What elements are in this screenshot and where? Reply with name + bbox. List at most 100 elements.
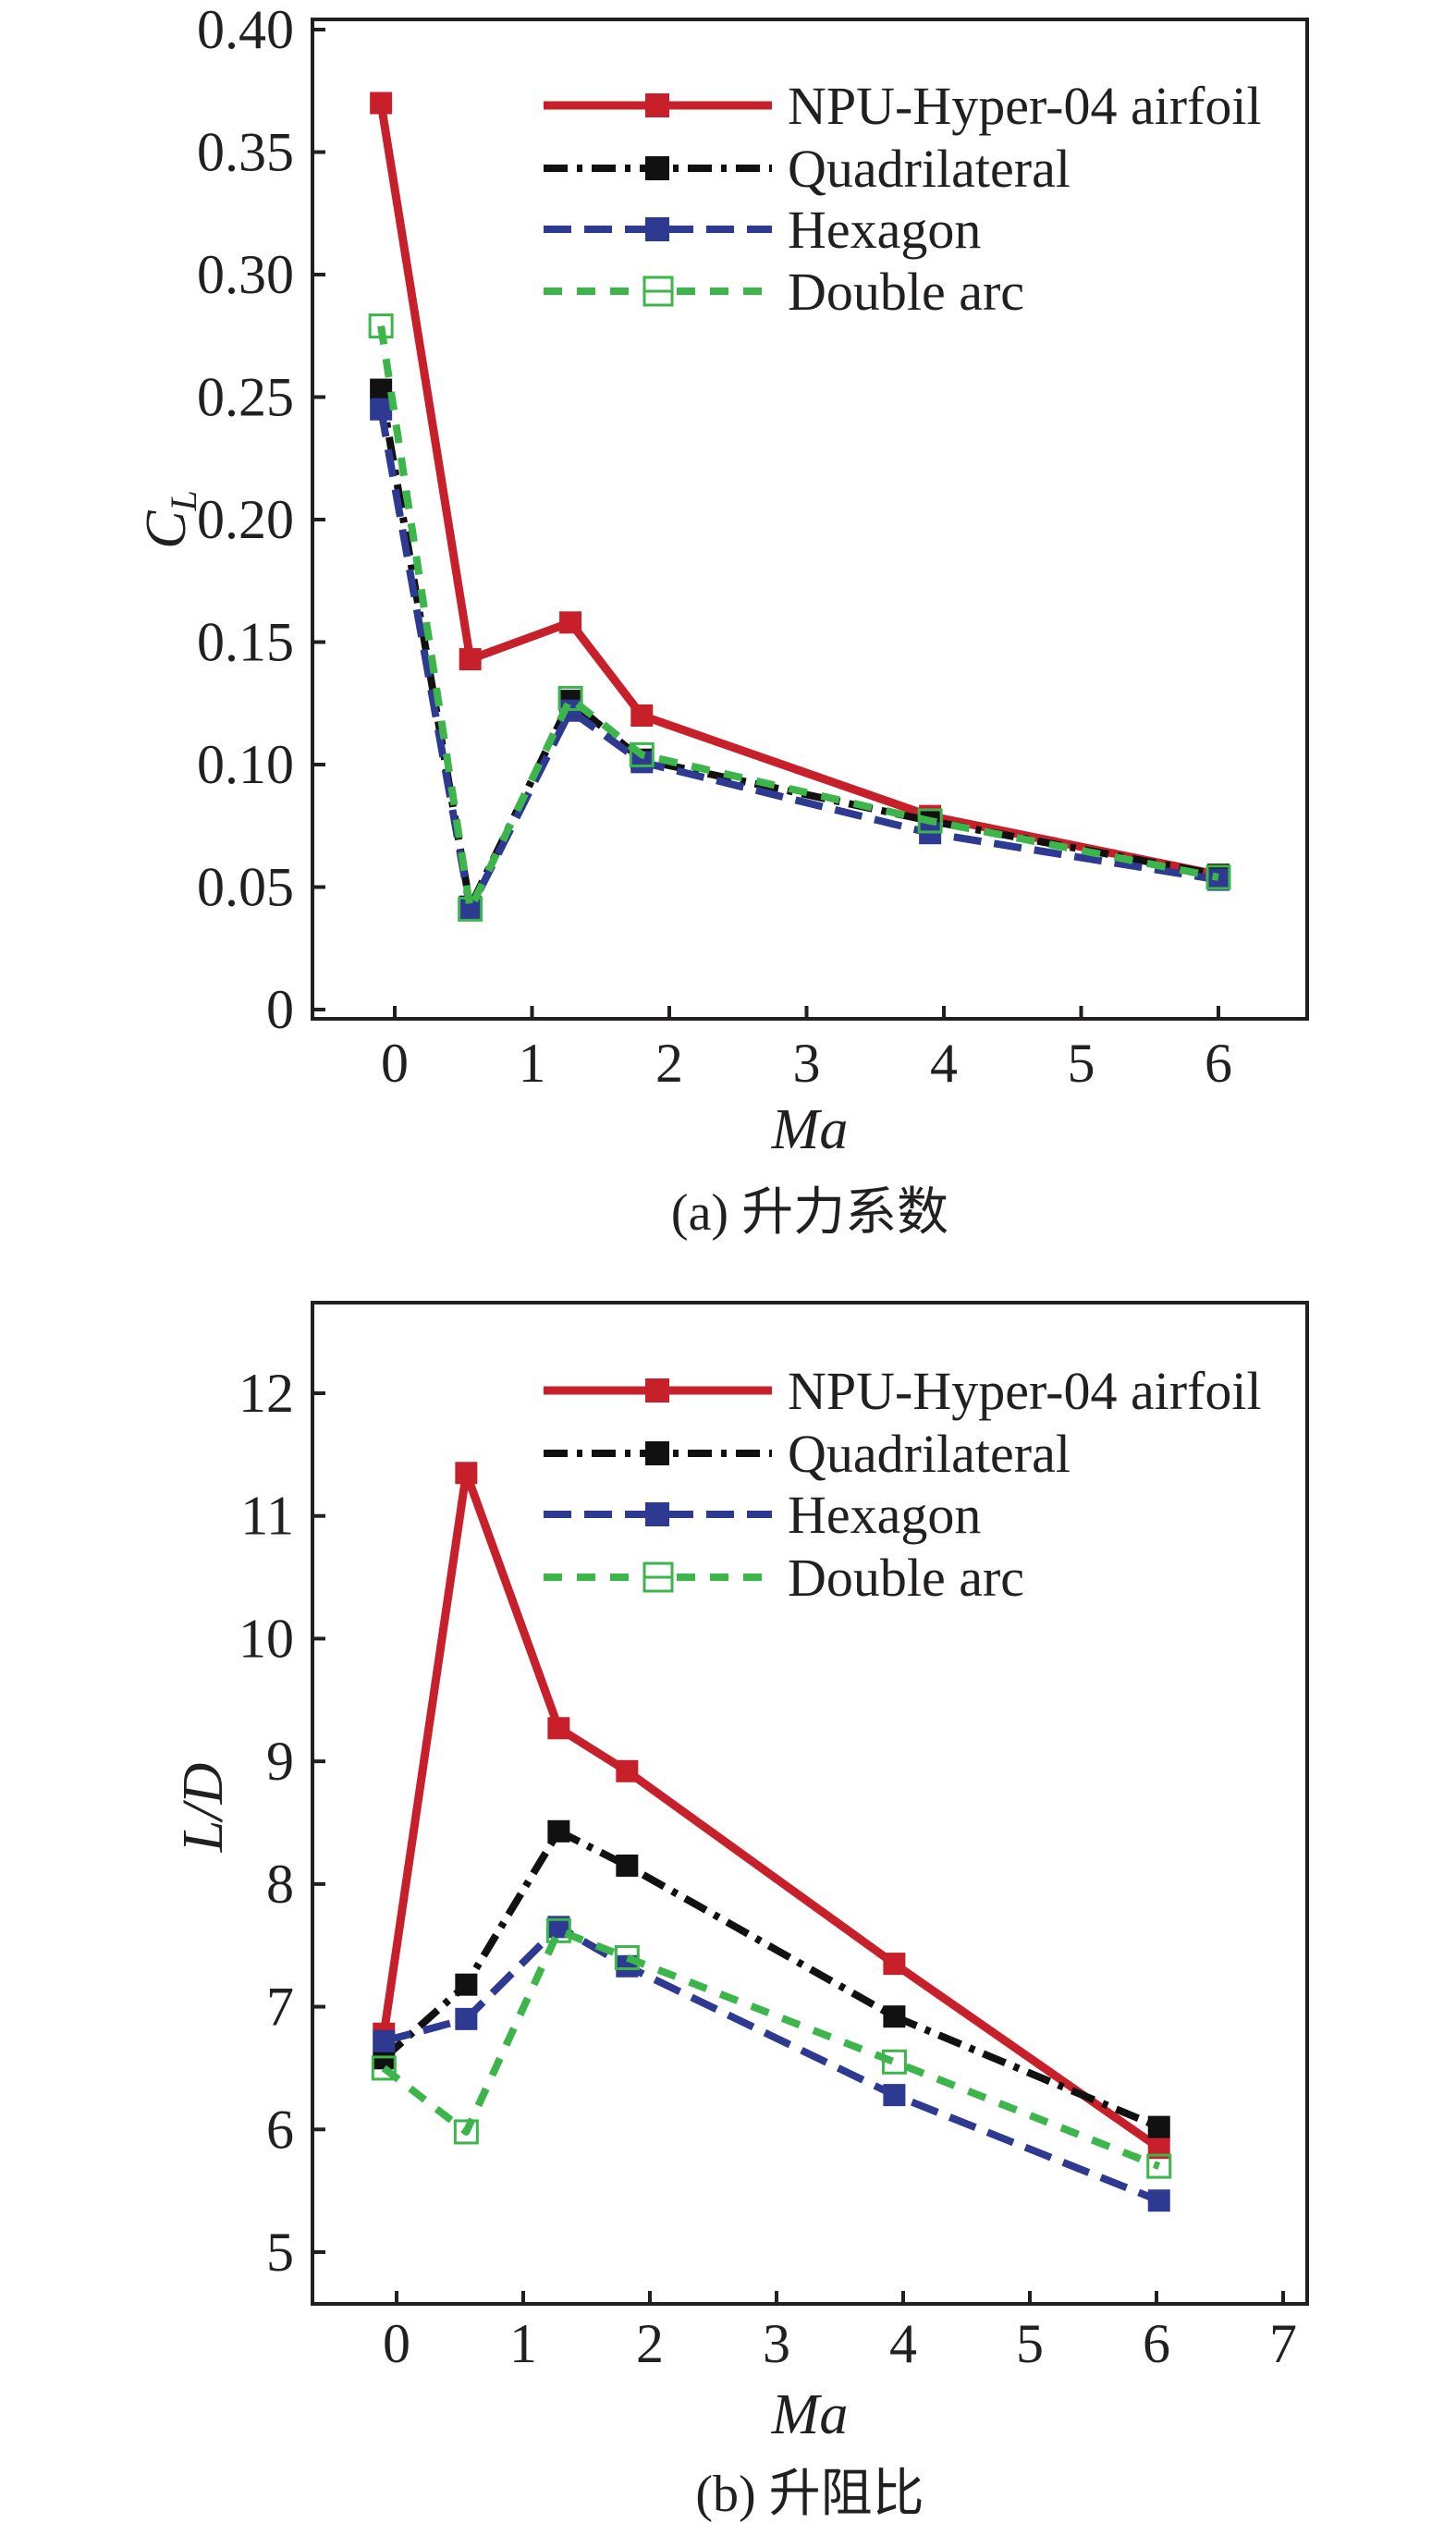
x-tick-label: 6 [1143,2313,1170,2374]
x-tick-label: 3 [793,1033,821,1094]
series-quadrilateral [373,1819,1170,2138]
x-tick-label: 1 [519,1033,546,1094]
x-tick-label: 5 [1068,1033,1095,1094]
legend-label: Double arc [788,1548,1024,1608]
y-tick-label: 5 [266,2222,294,2283]
data-point [616,1759,639,1782]
legend-marker [645,156,669,180]
series-line [377,325,1219,913]
y-tick-label: 7 [266,1977,294,2038]
data-point [883,1953,906,1976]
series-double-arc [371,1917,1172,2179]
y-axis-label: CL [135,490,204,549]
y-tick-label: 0.05 [197,857,294,918]
legend-label: NPU-Hyper-04 airfoil [788,76,1262,136]
y-tick-label: 0.15 [197,612,294,673]
legend-marker [645,93,669,117]
data-point [629,741,655,767]
x-tick-label: 4 [930,1033,958,1094]
data-point [614,1944,640,1970]
data-point [547,1819,570,1843]
x-tick-label: 6 [1205,1033,1232,1094]
data-point [455,2007,478,2030]
legend-marker [645,1378,669,1402]
y-axis-label-main: L/D [172,1763,235,1853]
series-line [381,1927,1161,2170]
x-tick-label: 0 [381,1033,409,1094]
legend-marker [645,217,669,241]
y-tick-label: 0.35 [197,122,294,183]
legend-marker [645,1441,669,1465]
y-tick-label: 11 [240,1486,294,1547]
series-line [376,102,1219,879]
data-point [1147,2115,1170,2138]
x-tick-label: 2 [655,1033,683,1094]
legend-label: Hexagon [788,1485,981,1545]
chart-lift-coefficient: 0 0.05 0.10 0.15 0.20 0.25 0.30 0.35 0.40 0 1 2 3 4 5 6… [135,0,1309,1242]
data-point [630,704,654,727]
data-point [616,1854,639,1877]
data-point [455,1462,478,1485]
data-point [883,2084,906,2107]
series-npu-hyper-04-airfoil [373,1462,1170,2160]
series-line [379,1468,1162,2151]
y-axis-label-main: C [135,510,198,549]
y-tick-label: 0.40 [197,0,294,60]
legend-label: NPU-Hyper-04 airfoil [788,1361,1262,1421]
data-point [459,648,482,671]
legend-entry: Hexagon [544,1485,981,1545]
data-point [373,2029,396,2052]
legend-entry: NPU-Hyper-04 airfoil [544,1361,1262,1421]
figure-caption: (b) 升阻比 [695,2466,924,2523]
series-hexagon [373,1916,1170,2212]
x-tick-label: 4 [889,2313,917,2374]
data-point [458,896,483,922]
legend-label: Quadrilateral [788,1424,1071,1484]
legend-label: Double arc [788,262,1024,322]
y-axis-label: L/D [172,1763,235,1853]
y-axis-label-subscript: L [163,490,204,511]
y-tick-label: 0.20 [197,489,294,550]
y-tick-label: 8 [266,1854,294,1915]
x-tick-label: 3 [763,2313,790,2374]
legend-entry: Double arc [544,1548,1024,1608]
data-point [371,2055,397,2081]
x-tick-label: 1 [509,2313,537,2374]
data-point [370,92,393,115]
y-tick-label: 9 [266,1731,294,1792]
x-tick-label: 0 [383,2313,410,2374]
series-line [383,1923,1161,2204]
x-axis-label: Ma [771,1098,849,1161]
x-tick-label: 7 [1269,2313,1297,2374]
data-point [881,2049,907,2075]
legend-label: Hexagon [788,200,981,260]
legend-entry: Hexagon [544,200,981,260]
data-point [370,398,393,421]
data-point [557,685,583,711]
y-tick-label: 6 [266,2099,294,2160]
legend-entry: NPU-Hyper-04 airfoil [544,76,1262,136]
y-tick-label: 0.30 [197,244,294,305]
data-point [1146,2153,1172,2179]
x-tick-label: 5 [1016,2313,1044,2374]
data-point [917,808,943,834]
legend-entry: Quadrilateral [544,139,1071,199]
data-point [545,1917,571,1943]
data-point [559,611,582,634]
data-point [453,2119,479,2145]
data-point [1205,864,1231,890]
series-double-arc [368,313,1231,922]
x-axis-label: Ma [771,2383,849,2446]
legend-label: Quadrilateral [788,139,1071,199]
legend-entry: Quadrilateral [544,1424,1071,1484]
data-point [547,1717,570,1740]
y-tick-label: 0 [266,979,294,1040]
figure-caption: (a) 升力系数 [671,1184,948,1242]
y-tick-label: 12 [239,1363,294,1424]
y-tick-label: 10 [239,1608,294,1669]
y-tick-label: 0.25 [197,367,294,428]
data-point [1147,2189,1170,2212]
data-point [455,1973,478,1996]
